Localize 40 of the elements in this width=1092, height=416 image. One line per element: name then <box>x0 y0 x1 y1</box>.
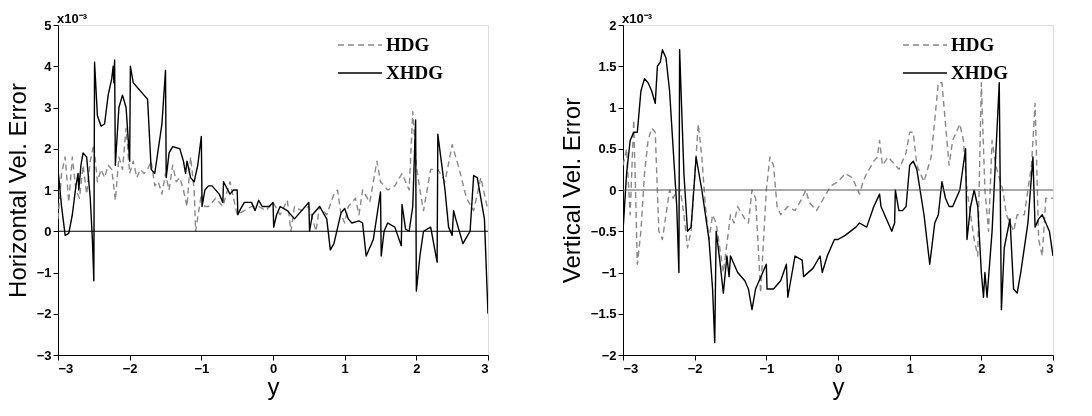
y-tick-label: 1 <box>609 100 617 115</box>
y-tick-label: −1 <box>601 265 617 280</box>
y-tick-label: 5 <box>44 17 52 33</box>
x-tick-label: 2 <box>413 360 421 376</box>
y-axis-title: Vertical Vel. Error <box>557 97 585 284</box>
y-tick-label: 3 <box>44 100 52 115</box>
x-tick-label: −3 <box>58 360 74 376</box>
y-tick-label: 0.5 <box>598 141 617 157</box>
y-tick-label: −1 <box>36 265 52 280</box>
y-tick-label: 0 <box>609 182 617 198</box>
x-tick-label: 3 <box>1046 360 1054 376</box>
x-tick-label: 2 <box>978 360 986 376</box>
y-axis-title: Horizontal Vel. Error <box>3 83 31 298</box>
y-tick-label: −2 <box>36 306 52 322</box>
legend-label: HDG <box>386 34 430 55</box>
y-tick-label: 4 <box>44 58 53 74</box>
y-tick-label: −1.5 <box>590 306 617 322</box>
x-tick-label: 1 <box>341 360 349 376</box>
line-series <box>58 110 488 232</box>
y-tick-label: −2 <box>601 347 617 363</box>
y-tick-label: 1.5 <box>598 58 617 74</box>
x-tick-label: −1 <box>194 360 210 376</box>
x-tick-label: −2 <box>687 360 703 376</box>
y-tick-label: 0 <box>44 223 52 239</box>
annotation: x10⁻³ <box>57 11 88 26</box>
line-series <box>623 82 1053 294</box>
legend-label: HDG <box>951 34 995 55</box>
y-tick-label: 1 <box>44 182 52 198</box>
y-tick-label: −3 <box>36 347 52 363</box>
y-tick-label: 2 <box>609 17 617 33</box>
annotation: x10⁻³ <box>622 11 653 26</box>
x-tick-label: −3 <box>623 360 639 376</box>
x-tick-label: −2 <box>122 360 138 376</box>
legend-label: XHDG <box>951 62 1009 83</box>
legend-label: XHDG <box>386 62 444 83</box>
x-tick-label: 1 <box>906 360 914 376</box>
y-tick-label: 2 <box>44 141 52 157</box>
x-tick-label: 3 <box>481 360 489 376</box>
y-tick-label: −0.5 <box>590 223 617 239</box>
x-tick-label: −1 <box>759 360 775 376</box>
